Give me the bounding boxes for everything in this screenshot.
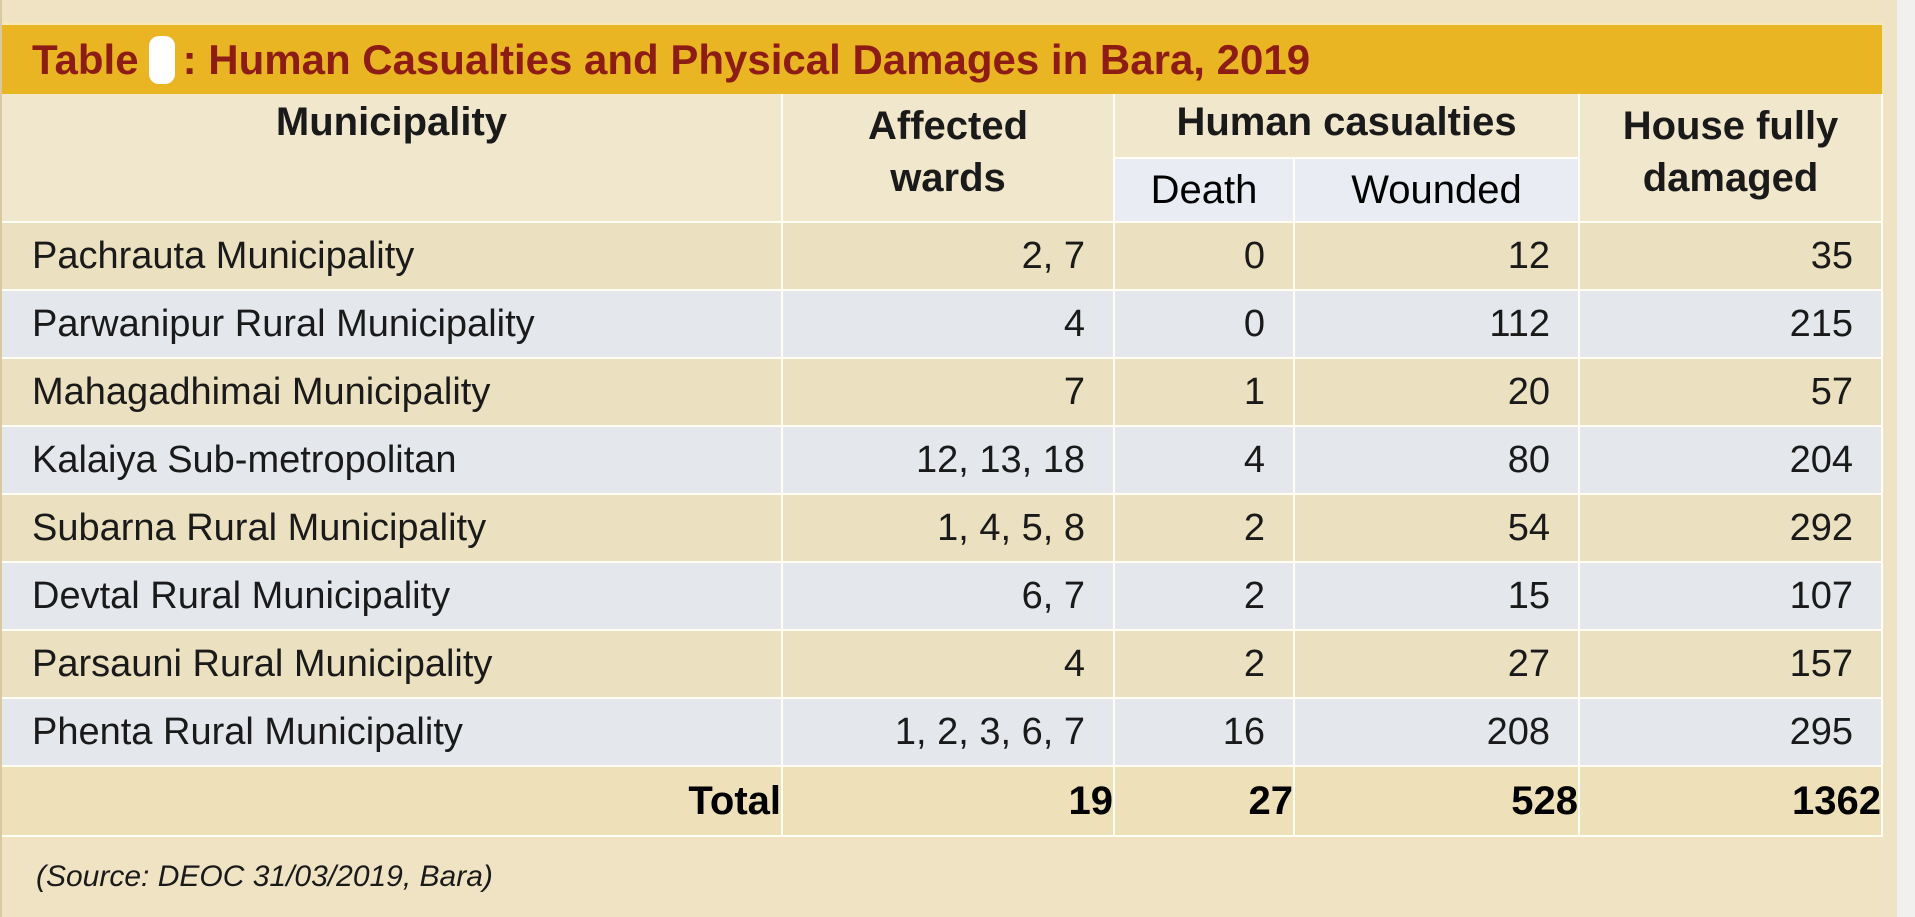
table-row: Mahagadhimai Municipality 7 1 20 57 (2, 358, 1884, 427)
cell-death: 2 (1114, 494, 1295, 563)
cell-house: 107 (1579, 562, 1884, 631)
cell-municipality: Subarna Rural Municipality (2, 494, 783, 563)
total-death: 27 (1114, 766, 1295, 837)
table-title-bar: Table : Human Casualties and Physical Da… (2, 22, 1882, 94)
cell-death: 16 (1114, 698, 1295, 767)
cell-wounded: 208 (1294, 698, 1581, 767)
cell-wards: 1, 4, 5, 8 (782, 494, 1115, 563)
cell-wounded: 80 (1294, 426, 1581, 495)
header-death: Death (1114, 158, 1295, 223)
table-row: Subarna Rural Municipality 1, 4, 5, 8 2 … (2, 494, 1884, 563)
header-house-fully-damaged: House fully damaged (1579, 94, 1884, 223)
cell-house: 157 (1579, 630, 1884, 699)
cell-municipality: Kalaiya Sub-metropolitan (2, 426, 783, 495)
cell-wounded: 20 (1294, 358, 1581, 427)
cell-death: 0 (1114, 222, 1295, 291)
header-municipality: Municipality (2, 94, 783, 223)
table-row: Devtal Rural Municipality 6, 7 2 15 107 (2, 562, 1884, 631)
cell-wards: 7 (782, 358, 1115, 427)
table-row: Parwanipur Rural Municipality 4 0 112 21… (2, 290, 1884, 359)
header-row: Municipality Affected wards Human casual… (2, 94, 1884, 223)
total-wounded: 528 (1294, 766, 1581, 837)
redacted-table-number (148, 35, 175, 84)
cell-wards: 4 (782, 290, 1115, 359)
cell-municipality: Pachrauta Municipality (2, 222, 783, 291)
cell-death: 1 (1114, 358, 1295, 427)
total-label: Total (2, 766, 783, 837)
cell-house: 57 (1579, 358, 1884, 427)
cell-municipality: Parwanipur Rural Municipality (2, 290, 783, 359)
cell-wards: 12, 13, 18 (782, 426, 1115, 495)
cell-wards: 4 (782, 630, 1115, 699)
cell-wounded: 12 (1294, 222, 1581, 291)
table-title: Table : Human Casualties and Physical Da… (32, 35, 1311, 84)
cell-wards: 1, 2, 3, 6, 7 (782, 698, 1115, 767)
table-row: Pachrauta Municipality 2, 7 0 12 35 (2, 222, 1884, 291)
cell-wounded: 15 (1294, 562, 1581, 631)
total-row: Total 19 27 528 1362 (2, 766, 1884, 837)
header-affected-wards: Affected wards (782, 94, 1115, 223)
total-wards: 19 (782, 766, 1115, 837)
table-row: Parsauni Rural Municipality 4 2 27 157 (2, 630, 1884, 699)
cell-house: 215 (1579, 290, 1884, 359)
cell-death: 2 (1114, 562, 1295, 631)
cell-death: 0 (1114, 290, 1295, 359)
header-wounded: Wounded (1294, 158, 1581, 223)
cell-wounded: 112 (1294, 290, 1581, 359)
cell-house: 204 (1579, 426, 1884, 495)
cell-wounded: 54 (1294, 494, 1581, 563)
casualties-table: Municipality Affected wards Human casual… (2, 94, 1884, 837)
cell-house: 35 (1579, 222, 1884, 291)
table-title-text: : Human Casualties and Physical Damages … (182, 35, 1311, 83)
source-note: (Source: DEOC 31/03/2019, Bara) (36, 860, 493, 893)
cell-wards: 2, 7 (782, 222, 1115, 291)
cell-wards: 6, 7 (782, 562, 1115, 631)
cell-wounded: 27 (1294, 630, 1581, 699)
cell-death: 4 (1114, 426, 1295, 495)
total-house: 1362 (1579, 766, 1884, 837)
table-title-prefix: Table (32, 35, 139, 83)
table-row: Phenta Rural Municipality 1, 2, 3, 6, 7 … (2, 698, 1884, 767)
cell-municipality: Devtal Rural Municipality (2, 562, 783, 631)
cell-house: 292 (1579, 494, 1884, 563)
header-human-casualties: Human casualties (1114, 94, 1581, 159)
cell-municipality: Phenta Rural Municipality (2, 698, 783, 767)
cell-death: 2 (1114, 630, 1295, 699)
table-row: Kalaiya Sub-metropolitan 12, 13, 18 4 80… (2, 426, 1884, 495)
cell-house: 295 (1579, 698, 1884, 767)
cell-municipality: Mahagadhimai Municipality (2, 358, 783, 427)
subheader-row: Death Wounded (2, 158, 1882, 223)
cell-municipality: Parsauni Rural Municipality (2, 630, 783, 699)
